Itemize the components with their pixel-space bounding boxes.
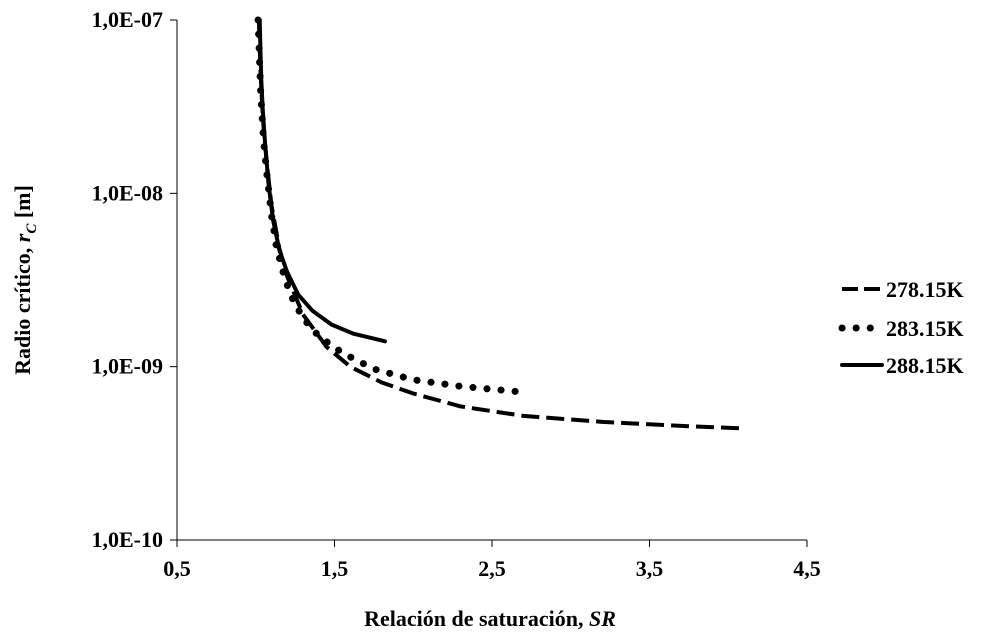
y-tick-label: 1,0E-10 bbox=[92, 527, 164, 552]
series-line-283.15K bbox=[254, 16, 520, 395]
y-axis-title: Radio crítico, rC [m] bbox=[10, 185, 40, 375]
series-line-288.15K bbox=[257, 18, 387, 344]
x-tick-label: 3,5 bbox=[636, 556, 664, 581]
axes bbox=[176, 20, 807, 541]
x-tick-label: 0,5 bbox=[163, 556, 191, 581]
legend: 278.15K 283.15K 288.15K bbox=[838, 277, 964, 378]
x-tick-label: 1,5 bbox=[321, 556, 349, 581]
y-tick-label: 1,0E-07 bbox=[92, 7, 164, 32]
legend-label-283.15K: 283.15K bbox=[886, 316, 964, 341]
legend-label-278.15K: 278.15K bbox=[886, 277, 964, 302]
y-axis-ticks: 1,0E-10 1,0E-09 1,0E-08 1,0E-07 bbox=[92, 7, 177, 552]
plot-area bbox=[254, 16, 745, 431]
legend-label-288.15K: 288.15K bbox=[886, 353, 964, 378]
y-tick-label: 1,0E-08 bbox=[92, 180, 164, 205]
x-tick-label: 2,5 bbox=[478, 556, 506, 581]
series-line-278.15K bbox=[256, 19, 745, 431]
x-tick-label: 4,5 bbox=[793, 556, 821, 581]
x-axis-ticks: 0,5 1,5 2,5 3,5 4,5 bbox=[163, 540, 821, 581]
x-axis-title: Relación de saturación, SR bbox=[364, 606, 616, 631]
y-tick-label: 1,0E-09 bbox=[92, 354, 164, 379]
